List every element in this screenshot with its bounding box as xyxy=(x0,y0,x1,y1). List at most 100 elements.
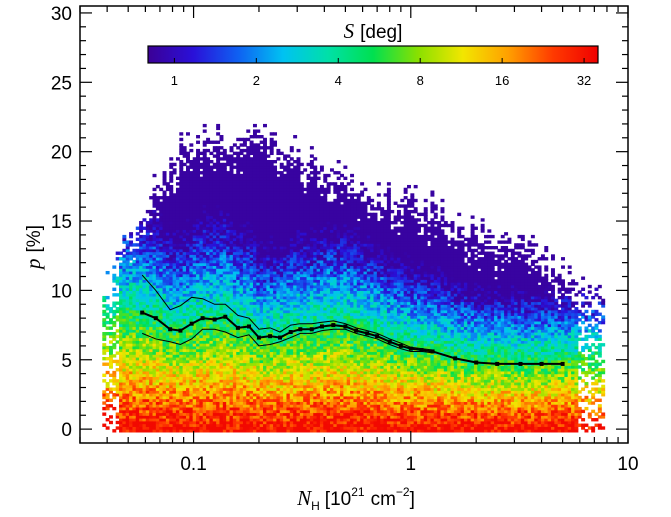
heatmap-cell xyxy=(152,229,157,233)
heatmap-cell xyxy=(169,381,174,386)
heatmap-cell xyxy=(162,176,167,181)
heatmap-cell xyxy=(169,290,174,294)
heatmap-cell xyxy=(186,415,190,419)
heatmap-cell xyxy=(135,282,140,286)
heatmap-cell xyxy=(175,348,180,353)
heatmap-cell xyxy=(192,179,197,183)
heatmap-cell xyxy=(249,232,254,236)
heatmap-cell xyxy=(226,348,231,353)
heatmap-cell xyxy=(246,184,251,189)
heatmap-cell xyxy=(239,351,244,355)
heatmap-cell xyxy=(256,248,261,253)
heatmap-cell xyxy=(249,215,254,219)
heatmap-cell xyxy=(199,221,204,225)
heatmap-cell xyxy=(206,368,211,372)
heatmap-cell xyxy=(239,273,244,278)
heatmap-cell xyxy=(249,393,254,397)
heatmap-cell xyxy=(145,209,150,214)
heatmap-cell xyxy=(263,384,267,389)
heatmap-cell xyxy=(122,429,127,433)
heatmap-cell xyxy=(155,298,160,303)
heatmap-cell xyxy=(263,159,267,164)
heatmap-cell xyxy=(199,381,204,386)
heatmap-cell xyxy=(263,221,267,225)
heatmap-cell xyxy=(266,354,271,358)
heatmap-cell xyxy=(226,370,231,375)
heatmap-cell xyxy=(129,329,134,333)
heatmap-cell xyxy=(236,423,241,427)
heatmap-cell xyxy=(239,393,244,397)
heatmap-cell xyxy=(159,287,164,291)
heatmap-cell xyxy=(232,190,237,194)
heatmap-cell xyxy=(232,143,237,147)
heatmap-cell xyxy=(169,240,174,244)
heatmap-cell xyxy=(175,415,180,419)
heatmap-cell xyxy=(236,415,241,419)
heatmap-cell xyxy=(246,221,251,225)
heatmap-cell xyxy=(199,248,204,253)
heatmap-cell xyxy=(132,345,137,350)
heatmap-cell xyxy=(179,190,184,194)
heatmap-cell xyxy=(216,323,221,328)
heatmap-cell xyxy=(182,226,187,230)
heatmap-cell xyxy=(155,332,160,336)
heatmap-cell xyxy=(252,171,257,175)
heatmap-cell xyxy=(172,390,177,394)
heatmap-cell xyxy=(186,201,190,205)
heatmap-cell xyxy=(192,359,197,364)
heatmap-cell xyxy=(182,295,187,300)
heatmap-cell xyxy=(246,309,251,314)
heatmap-cell xyxy=(226,201,231,205)
heatmap-cell xyxy=(219,190,224,194)
heatmap-cell xyxy=(119,384,123,389)
heatmap-cell xyxy=(209,262,214,267)
heatmap-cell xyxy=(206,429,211,433)
heatmap-cell xyxy=(172,201,177,205)
heatmap-cell xyxy=(189,287,194,291)
heatmap-cell xyxy=(149,295,154,300)
heatmap-cell xyxy=(189,284,194,289)
heatmap-cell xyxy=(169,173,174,178)
heatmap-cell xyxy=(226,279,231,283)
heatmap-cell xyxy=(189,232,194,236)
heatmap-cell xyxy=(186,295,190,300)
heatmap-cell xyxy=(132,418,137,422)
heatmap-cell xyxy=(239,381,244,386)
heatmap-cell xyxy=(169,359,174,364)
heatmap-cell xyxy=(119,329,123,333)
heatmap-cell xyxy=(135,329,140,333)
heatmap-cell xyxy=(256,176,261,181)
heatmap-cell xyxy=(242,176,247,181)
heatmap-cell xyxy=(216,204,221,208)
heatmap-cell xyxy=(149,268,154,272)
heatmap-cell xyxy=(162,354,167,358)
heatmap-cell xyxy=(186,279,190,283)
heatmap-cell xyxy=(242,415,247,419)
heatmap-cell xyxy=(226,290,231,294)
heatmap-cell xyxy=(145,287,150,291)
heatmap-cell xyxy=(252,412,257,416)
heatmap-cell xyxy=(226,420,231,425)
heatmap-cell xyxy=(135,243,140,247)
heatmap-cell xyxy=(256,351,261,355)
heatmap-cell xyxy=(259,226,264,230)
heatmap-cell xyxy=(226,404,231,408)
heatmap-cell xyxy=(129,284,134,289)
heatmap-cell xyxy=(239,184,244,189)
heatmap-cell xyxy=(249,157,254,161)
heatmap-cell xyxy=(252,246,257,250)
heatmap-cell xyxy=(263,368,267,372)
heatmap-cell xyxy=(165,404,170,408)
heatmap-cell xyxy=(189,420,194,425)
heatmap-cell xyxy=(239,401,244,405)
heatmap-cell xyxy=(122,368,127,372)
heatmap-cell xyxy=(229,315,234,319)
heatmap-cell xyxy=(266,409,271,414)
heatmap-cell xyxy=(119,404,123,408)
heatmap-cell xyxy=(105,312,110,316)
heatmap-cell xyxy=(232,207,237,211)
heatmap-cell xyxy=(219,354,224,358)
heatmap-cell xyxy=(229,423,234,427)
heatmap-cell xyxy=(229,379,234,383)
heatmap-cell xyxy=(239,337,244,341)
